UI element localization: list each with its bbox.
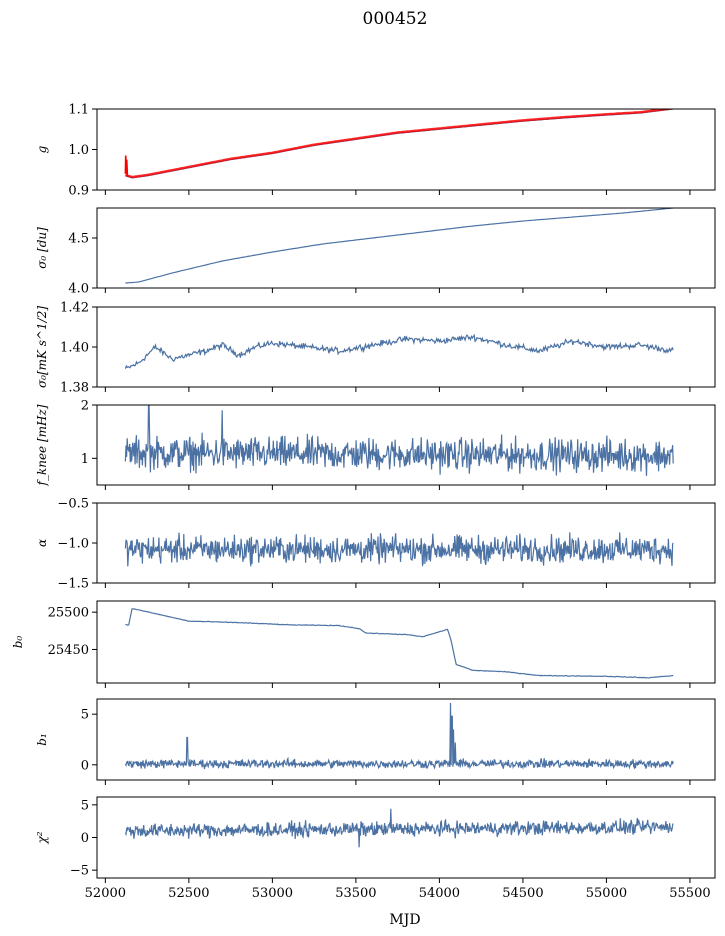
y-tick-label: 5 [81,798,89,813]
panel-4: 1 2 f_knee [mHz] [35,399,716,490]
panel-7: 0 5 b₁ [35,698,716,785]
x-tick-label: 53000 [252,886,293,901]
y-tick-label: 0 [81,831,89,846]
series-line [124,333,674,369]
y-tick-label: 0.9 [68,184,89,199]
x-tick-label: 54500 [502,886,543,901]
x-tick-label: 54000 [419,886,460,901]
y-tick-label: 2 [81,399,89,414]
panel-5: −1.5 −1.0 −0.5 α [35,497,716,592]
x-axis-label: MJD [389,912,420,928]
panel-3: 1.38 1.40 1.42 σ₀[mK s^1/2] [35,301,716,396]
series-line [124,405,674,476]
panel-6: 25450 25500 b₀ [11,600,716,688]
axes-frame [96,404,716,486]
series-line [124,808,674,848]
series-line [125,608,674,679]
x-tick-label: 52000 [85,886,126,901]
axes-frame [96,796,716,879]
y-tick-label: −1.0 [57,537,89,552]
series-line [124,702,674,770]
y-axis-label: α [35,539,49,547]
series-line [124,532,674,568]
y-tick-label: 1.40 [60,341,89,356]
y-tick-label: 5 [81,708,89,723]
y-tick-label: 1.38 [60,381,89,396]
axes-frame [96,108,716,191]
x-tick-label: 55000 [586,886,627,901]
series-line [125,208,674,284]
y-tick-label: 25500 [48,606,89,621]
y-axis-label: σ₀ [du] [35,227,49,269]
fit-spike [124,155,129,176]
y-axis-label: b₁ [35,733,49,746]
y-tick-label: 1.42 [60,301,89,316]
axes-frame [96,698,716,781]
axes-frame [96,600,716,684]
x-tick-label: 53500 [335,886,376,901]
x-tick-label: 52500 [168,886,209,901]
y-tick-label: −1.5 [57,577,89,592]
panel-2: 4.0 4.5 σ₀ [du] [35,207,716,297]
axes-frame [96,207,716,289]
y-tick-label: 4.5 [68,232,89,247]
series-line [125,109,674,179]
fit-line [125,109,674,179]
y-tick-label: −5 [70,864,89,879]
panels-group: 0.9 1.0 1.1 g 4.0 4.5 σ₀ [du] 1.38 1.40 1.42 σ₀[mK… [11,103,716,901]
y-tick-label: 1 [81,452,89,467]
y-tick-label: 0 [81,758,89,773]
y-axis-label: b₀ [11,636,25,649]
y-tick-label: 25450 [48,643,89,658]
y-tick-label: 1.0 [68,143,89,158]
y-axis-label: σ₀[mK s^1/2] [35,306,49,388]
y-tick-label: 1.1 [68,103,89,118]
panel-1: 0.9 1.0 1.1 g [35,103,716,199]
panel-8: −5 0 5 52000 52500 53000 53500 54000 54500 55000 5… [35,796,716,901]
y-tick-label: −0.5 [57,497,89,512]
y-axis-label: χ² [35,831,49,844]
y-tick-label: 4.0 [68,282,89,297]
y-axis-label: f_knee [mHz] [35,404,49,486]
x-tick-label: 55500 [669,886,710,901]
y-axis-label: g [35,145,49,153]
figure-title: 000452 [363,9,428,29]
